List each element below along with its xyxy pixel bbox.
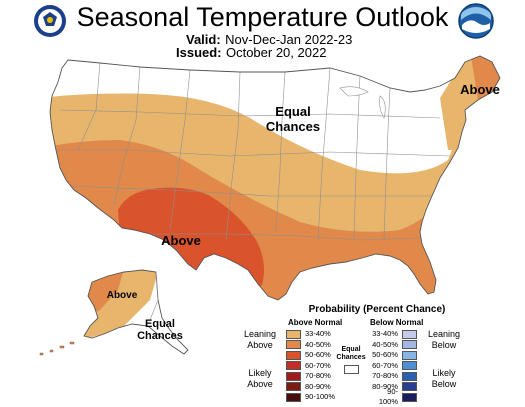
legend-row: 60-70%: [368, 361, 417, 372]
legend-range-label: 80-90%: [372, 381, 398, 391]
legend-likely-below: Likely Below: [431, 368, 457, 389]
legend-range-label: 90-100%: [378, 387, 398, 407]
legend-above-list: 33-40% 40-50% 50-60% 60-70% 70-80% 80-90% 90-1…: [286, 329, 335, 403]
legend-swatch: [286, 340, 301, 350]
legend-swatch: [402, 329, 417, 339]
legend-range-label: 50-60%: [372, 350, 398, 360]
legend-below-list: 33-40% 40-50% 50-60% 60-70% 70-80% 80-90% 90-1…: [368, 329, 417, 406]
noaa-logo-icon: [458, 3, 494, 39]
legend-row: 40-50%: [368, 340, 417, 351]
legend-range-label: 70-80%: [372, 371, 398, 381]
page-title: Seasonal Temperature Outlook: [76, 2, 449, 32]
issued-row: Issued: October 20, 2022: [176, 44, 326, 62]
legend-row: 50-60%: [368, 350, 417, 361]
legend-range-label: 60-70%: [305, 360, 331, 370]
legend-range-label: 33-40%: [305, 329, 331, 339]
legend-row: 90-100%: [368, 387, 417, 406]
legend-row: 90-100%: [286, 392, 335, 403]
legend-title: Probability (Percent Chance): [308, 304, 446, 315]
label-equal-chances-alaska: Equal Chances: [137, 318, 183, 342]
label-above-alaska: Above: [106, 290, 138, 301]
legend-swatch: [402, 361, 417, 371]
legend-row: 60-70%: [286, 361, 335, 372]
legend-row: 40-50%: [286, 340, 335, 351]
legend-row: 50-60%: [286, 350, 335, 361]
legend-likely-above: Likely Above: [247, 368, 273, 389]
valid-label: Valid:: [186, 32, 221, 47]
legend-range-label: 50-60%: [305, 350, 331, 360]
legend-row: 80-90%: [286, 382, 335, 393]
label-above-southwest: Above: [161, 233, 201, 248]
legend-swatch: [402, 371, 417, 381]
legend-swatch: [402, 382, 417, 392]
label-equal-chances-conus: Equal Chances: [265, 104, 321, 134]
legend-row: 80-90%: [368, 382, 417, 393]
legend-row: 70-80%: [286, 371, 335, 382]
legend-swatch: [286, 350, 301, 360]
legend-range-label: 90-100%: [305, 392, 336, 402]
legend-range-label: 60-70%: [372, 360, 398, 370]
legend-swatch: [402, 350, 417, 360]
legend-above-header: Above Normal: [288, 318, 343, 327]
issued-label: Issued:: [176, 45, 222, 60]
legend-swatch: [286, 392, 301, 402]
legend-range-label: 40-50%: [372, 339, 398, 349]
legend-range-label: 70-80%: [305, 371, 331, 381]
legend-swatch: [402, 392, 417, 402]
legend-range-label: 40-50%: [305, 339, 331, 349]
legend-row: 33-40%: [286, 329, 335, 340]
legend-range-label: 33-40%: [372, 329, 398, 339]
legend-swatch: [286, 329, 301, 339]
valid-value: Nov-Dec-Jan 2022-23: [225, 32, 353, 47]
legend-swatch-equal: [343, 365, 359, 374]
valid-row: Valid: Nov-Dec-Jan 2022-23: [186, 31, 352, 49]
legend-below-header: Below Normal: [370, 318, 424, 327]
commerce-seal-icon: [34, 5, 66, 37]
legend-swatch: [402, 340, 417, 350]
legend-leaning-below: Leaning Below: [427, 329, 461, 350]
legend-range-label: 80-90%: [305, 381, 331, 391]
legend-row: 33-40%: [368, 329, 417, 340]
label-above-northeast: Above: [460, 82, 500, 97]
legend-row: 70-80%: [368, 371, 417, 382]
legend-leaning-above: Leaning Above: [243, 329, 277, 350]
legend-swatch: [286, 361, 301, 371]
legend-equal-chances: Equal Chances: [336, 346, 366, 374]
legend-swatch: [286, 382, 301, 392]
issued-value: October 20, 2022: [225, 45, 327, 60]
legend-swatch: [286, 371, 301, 381]
